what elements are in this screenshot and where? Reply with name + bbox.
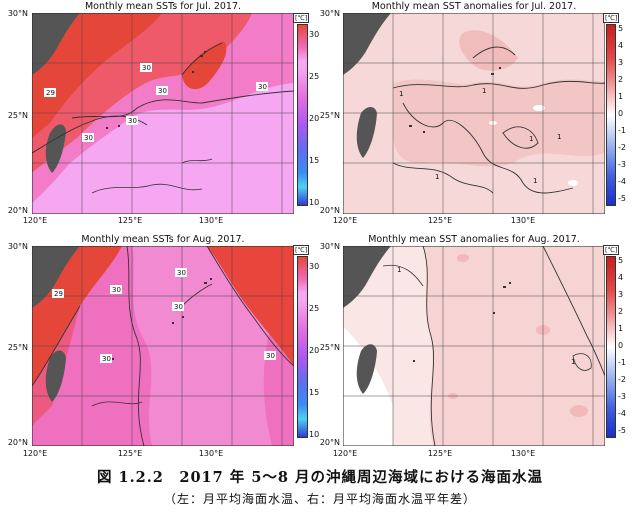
colorbar-tick: -2: [618, 375, 626, 384]
figure-caption: 図 1.2.2 2017 年 5～8 月の沖縄周辺海域における海面水温: [96, 469, 544, 486]
lat-label: 20°N: [7, 438, 28, 447]
colorbar-tick: -4: [618, 409, 626, 418]
contour-label: 30: [128, 117, 137, 125]
colorbar-tick: 25: [309, 72, 320, 81]
colorbar-tick: 3: [618, 290, 624, 299]
colorbar-tick: 1: [618, 324, 624, 333]
contour-label: 29: [46, 89, 55, 97]
contour-label: 30: [174, 303, 183, 311]
colorbar: [606, 256, 616, 438]
contour-label: 30: [84, 134, 93, 142]
colorbar-tick: -5: [618, 194, 626, 203]
colorbar-tick: -3: [618, 160, 626, 169]
contour-label: 1: [529, 135, 533, 143]
contour-label: 30: [102, 355, 111, 363]
colorbar-tick: 3: [618, 58, 624, 67]
colorbar-unit: [℃]: [293, 245, 310, 255]
colorbar-tick: 10: [309, 430, 320, 439]
contour-label: 1: [399, 90, 403, 98]
colorbar-tick: 0: [618, 109, 624, 118]
lat-label: 30°N: [7, 9, 28, 18]
panel-title: Monthly mean SSTs for Jul. 2017.: [84, 1, 242, 12]
colorbar: [606, 24, 616, 206]
colorbar-tick: 20: [309, 346, 320, 355]
colorbar-tick: 30: [309, 262, 320, 271]
lat-label: 30°N: [7, 242, 28, 251]
anomaly-map: 1 1: [343, 246, 605, 446]
colorbar-unit: [℃]: [603, 13, 620, 23]
contour-label: 1: [533, 177, 537, 185]
colorbar: [297, 24, 308, 206]
lon-label: 130°E: [510, 216, 536, 225]
lat-label: 25°N: [7, 111, 28, 120]
lon-label: 125°E: [117, 216, 143, 225]
lon-label: 130°E: [198, 449, 224, 458]
contour-label: 1: [571, 358, 575, 366]
panel-title: Monthly mean SSTs for Aug. 2017.: [81, 234, 245, 245]
lat-label: 20°N: [319, 206, 340, 215]
colorbar-tick: 25: [309, 304, 320, 313]
lon-label: 120°E: [332, 216, 358, 225]
lat-label: 20°N: [7, 206, 28, 215]
colorbar-tick: 15: [309, 156, 320, 165]
colorbar-tick: 0: [618, 341, 624, 350]
colorbar: [297, 256, 308, 438]
lon-label: 125°E: [427, 449, 453, 458]
sst-map: 29 30 30 30 30 30: [32, 13, 294, 214]
lon-label: 120°E: [332, 449, 358, 458]
lat-label: 25°N: [7, 343, 28, 352]
lat-label: 20°N: [319, 438, 340, 447]
panel-title: Monthly mean SST anomalies for Aug. 2017…: [368, 234, 580, 245]
contour-label: 30: [258, 83, 267, 91]
contour-label: 1: [557, 133, 561, 141]
panel-title: Monthly mean SST anomalies for Jul. 2017…: [371, 1, 577, 12]
colorbar-tick: 15: [309, 388, 320, 397]
colorbar-tick: 10: [309, 198, 320, 207]
colorbar-tick: -1: [618, 358, 626, 367]
lon-label: 130°E: [198, 216, 224, 225]
sst-map: 29 30 30 30 30 30: [32, 246, 294, 446]
colorbar-tick: -3: [618, 392, 626, 401]
contour-label: 30: [158, 87, 167, 95]
colorbar-tick: -1: [618, 126, 626, 135]
lon-label: 130°E: [510, 449, 536, 458]
colorbar-unit: [℃]: [293, 13, 310, 23]
figure-subcaption: （左：月平均海面水温、右：月平均海面水温平年差）: [163, 492, 476, 506]
contour-label: 1: [482, 87, 486, 95]
colorbar-tick: 5: [618, 24, 624, 33]
contour-label: 1: [397, 266, 401, 274]
colorbar-tick: -5: [618, 426, 626, 435]
colorbar-tick: 5: [618, 256, 624, 265]
lon-label: 120°E: [22, 216, 48, 225]
lat-label: 25°N: [319, 111, 340, 120]
colorbar-tick: 30: [309, 30, 320, 39]
lon-label: 125°E: [117, 449, 143, 458]
lon-label: 125°E: [427, 216, 453, 225]
colorbar-tick: -2: [618, 143, 626, 152]
colorbar-tick: 4: [618, 273, 624, 282]
contour-label: 30: [112, 286, 121, 294]
colorbar-tick: -4: [618, 177, 626, 186]
lat-label: 30°N: [319, 242, 340, 251]
colorbar-tick: 2: [618, 75, 624, 84]
colorbar-tick: 2: [618, 307, 624, 316]
lon-label: 120°E: [22, 449, 48, 458]
colorbar-tick: 1: [618, 92, 624, 101]
anomaly-map: 1 1 1 1 1 1: [343, 13, 605, 214]
lat-label: 30°N: [319, 9, 340, 18]
lat-label: 25°N: [319, 343, 340, 352]
contour-label: 30: [266, 352, 275, 360]
contour-label: 30: [142, 64, 151, 72]
colorbar-unit: [℃]: [603, 245, 620, 255]
colorbar-tick: 4: [618, 41, 624, 50]
colorbar-tick: 20: [309, 114, 320, 123]
contour-label: 30: [177, 269, 186, 277]
contour-label: 1: [435, 173, 439, 181]
contour-label: 29: [54, 290, 63, 298]
